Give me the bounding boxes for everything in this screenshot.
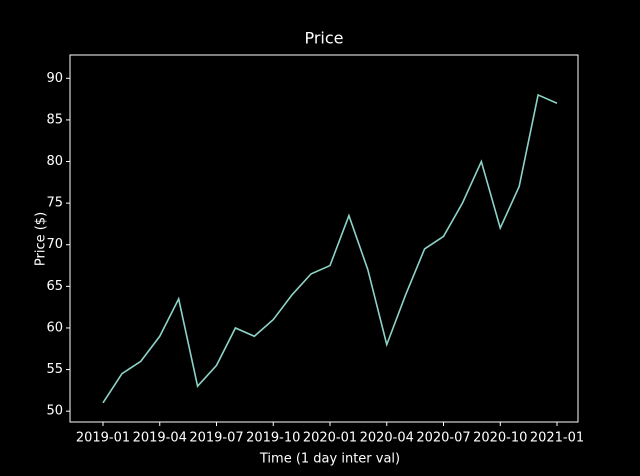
x-tick-label: 2021-01 (530, 431, 584, 446)
chart-title: Price (304, 29, 343, 48)
y-tick-label: 55 (46, 362, 63, 377)
x-axis-label: Time (1 day inter val) (259, 452, 400, 467)
y-axis-label: Price ($) (34, 212, 49, 266)
plot-frame (69, 54, 579, 423)
y-tick-label: 50 (46, 404, 63, 419)
x-tick-label: 2020-07 (416, 431, 470, 446)
x-tick-label: 2020-01 (303, 431, 357, 446)
price-line (102, 93, 558, 404)
y-tick-label: 75 (46, 196, 63, 211)
y-tick-label: 90 (46, 71, 63, 86)
y-tick-label: 80 (46, 154, 63, 169)
y-tick-label: 65 (46, 279, 63, 294)
x-tick-label: 2019-07 (189, 431, 243, 446)
x-tick-label: 2019-04 (133, 431, 187, 446)
x-tick-label: 2020-04 (360, 431, 414, 446)
y-tick-label: 60 (46, 320, 63, 335)
y-tick-label: 70 (46, 237, 63, 252)
y-tick-label: 85 (46, 112, 63, 127)
x-tick-label: 2019-10 (246, 431, 300, 446)
x-tick-label: 2019-01 (76, 431, 130, 446)
x-tick-label: 2020-10 (473, 431, 527, 446)
